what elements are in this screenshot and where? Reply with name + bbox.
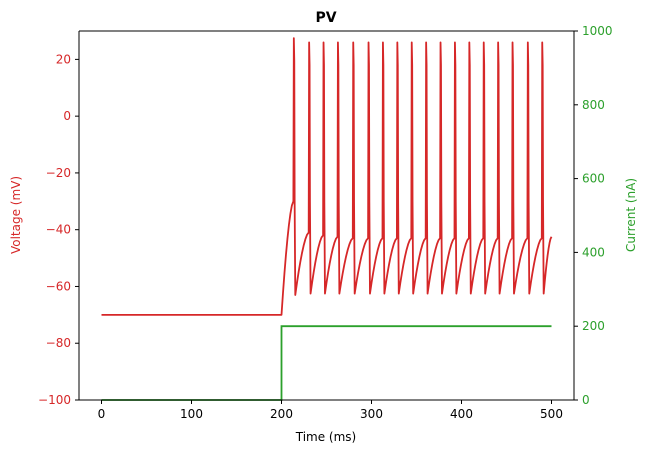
plot-area — [101, 37, 553, 401]
x-tick-label: 100 — [180, 407, 203, 421]
y-right-tick-label: 800 — [582, 98, 605, 112]
y-right-tick-label: 1000 — [582, 24, 613, 38]
y-axis-right-label: Current (nA) — [624, 178, 638, 252]
y-right-tick-label: 400 — [582, 245, 605, 259]
x-tick-label: 200 — [270, 407, 293, 421]
y-left-tick-label: 0 — [63, 109, 71, 123]
x-tick-label: 0 — [98, 407, 106, 421]
y-left-tick-label: −80 — [46, 336, 71, 350]
x-tick-label: 300 — [360, 407, 383, 421]
y-left-tick-label: 20 — [56, 52, 71, 66]
voltage-series-line — [101, 37, 553, 316]
y-left-tick-label: −20 — [46, 166, 71, 180]
current-series-line — [101, 325, 552, 401]
y-right-tick-label: 0 — [582, 393, 590, 407]
y-axis-left-label: Voltage (mV) — [9, 176, 23, 254]
y-left-tick-label: −60 — [46, 279, 71, 293]
y-right-tick-label: 600 — [582, 172, 605, 186]
y-right-tick-label: 200 — [582, 319, 605, 333]
y-left-tick-label: −40 — [46, 223, 71, 237]
x-axis-label: Time (ms) — [295, 430, 357, 444]
x-tick-label: 400 — [450, 407, 473, 421]
y-left-tick-label: −100 — [38, 393, 71, 407]
x-tick-label: 500 — [540, 407, 563, 421]
chart-title: PV — [315, 10, 336, 26]
